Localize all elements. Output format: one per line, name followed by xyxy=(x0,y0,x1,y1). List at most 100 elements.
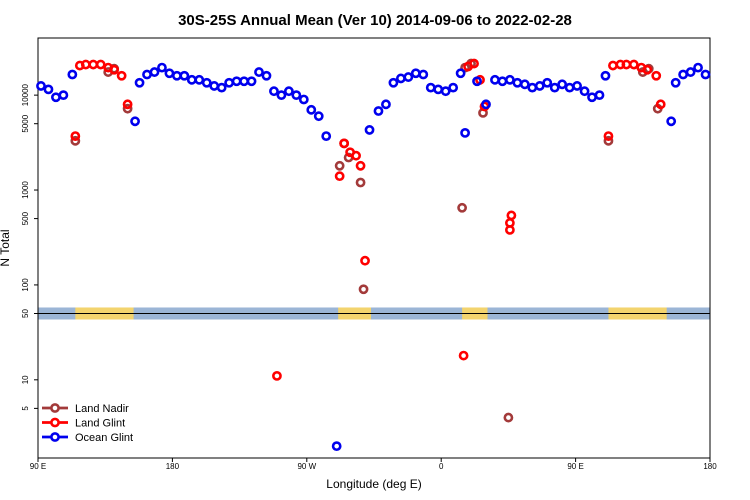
y-tick-label: 10 xyxy=(21,375,30,384)
data-point xyxy=(373,106,384,116)
data-point xyxy=(425,82,436,93)
data-point xyxy=(594,90,605,101)
data-point xyxy=(95,59,106,70)
y-tick-label: 500 xyxy=(21,211,30,225)
data-point xyxy=(209,81,220,91)
data-point xyxy=(469,58,479,69)
data-point xyxy=(628,59,639,70)
y-tick-label: 1000 xyxy=(21,181,30,199)
y-tick-label: 5 xyxy=(21,406,30,411)
data-point xyxy=(109,64,120,75)
data-point xyxy=(418,69,429,80)
data-point xyxy=(455,68,466,79)
data-point xyxy=(149,67,160,77)
data-point xyxy=(116,70,127,81)
data-point xyxy=(685,67,696,77)
y-tick-label: 10000 xyxy=(21,83,30,106)
data-point xyxy=(395,73,406,84)
data-point xyxy=(246,76,257,87)
data-point xyxy=(587,92,597,103)
data-point xyxy=(122,103,133,114)
data-point xyxy=(334,160,345,171)
x-axis: 90 E 180 90 W 0 90 E 180 xyxy=(30,458,717,471)
y-tick-label: 50 xyxy=(21,308,30,317)
data-point xyxy=(527,82,538,93)
data-point xyxy=(130,116,140,127)
data-point xyxy=(503,412,514,423)
data-point xyxy=(272,370,282,381)
data-point xyxy=(51,92,61,103)
data-point xyxy=(80,59,91,70)
data-point xyxy=(564,82,575,93)
data-point xyxy=(600,70,611,81)
data-point xyxy=(381,99,391,110)
x-axis-label: Longitude (deg E) xyxy=(326,477,421,491)
data-point xyxy=(693,62,703,73)
data-point xyxy=(88,59,99,70)
data-point xyxy=(58,90,69,101)
y-tick-label: 5000 xyxy=(21,114,30,132)
data-point xyxy=(642,64,653,75)
legend-marker xyxy=(50,432,60,442)
data-point xyxy=(481,99,491,110)
data-point xyxy=(542,77,553,88)
legend-marker xyxy=(50,417,60,428)
x-tick-label: 180 xyxy=(703,462,717,471)
data-points xyxy=(36,58,711,452)
data-point xyxy=(306,104,317,115)
data-point xyxy=(549,82,560,93)
legend: Land Nadir Land Glint Ocean Glint xyxy=(42,403,133,444)
x-tick-label: 180 xyxy=(166,462,180,471)
data-point xyxy=(122,99,133,110)
data-point xyxy=(334,171,345,182)
data-point xyxy=(410,68,421,79)
data-point xyxy=(231,76,242,87)
series-land-nadir xyxy=(70,58,663,423)
plot-frame xyxy=(37,37,711,459)
data-point xyxy=(239,76,249,87)
data-point xyxy=(261,70,272,81)
data-point xyxy=(254,67,264,77)
data-point xyxy=(700,69,711,80)
series-ocean-glint xyxy=(36,62,711,452)
data-point xyxy=(313,111,324,122)
x-tick-label: 90 W xyxy=(297,462,316,471)
data-point xyxy=(506,210,517,221)
data-point xyxy=(655,99,666,110)
data-point xyxy=(670,77,681,88)
data-point xyxy=(519,79,530,90)
y-tick-label: 100 xyxy=(21,278,30,292)
legend-label: Land Glint xyxy=(75,418,125,430)
data-point xyxy=(157,62,167,73)
data-point xyxy=(224,77,235,88)
data-point xyxy=(70,135,81,146)
data-point xyxy=(283,86,294,97)
legend-label: Land Nadir xyxy=(75,403,129,415)
data-point xyxy=(621,59,632,70)
data-point xyxy=(651,70,662,81)
data-point xyxy=(355,177,366,188)
data-point xyxy=(504,74,515,85)
data-point xyxy=(364,125,375,135)
data-point xyxy=(164,68,175,79)
data-point xyxy=(603,135,614,146)
data-point xyxy=(171,70,182,81)
data-point xyxy=(43,84,54,95)
data-point xyxy=(512,77,523,88)
data-point xyxy=(534,81,545,91)
data-point xyxy=(360,255,370,266)
data-point xyxy=(678,69,689,80)
legend-label: Ocean Glint xyxy=(75,432,133,444)
series-land-glint xyxy=(70,58,666,381)
x-tick-label: 90 E xyxy=(567,462,583,471)
data-point xyxy=(403,72,414,82)
data-point xyxy=(504,218,515,228)
data-point xyxy=(579,86,590,97)
land-water-band xyxy=(38,307,710,320)
data-point xyxy=(134,77,145,88)
data-point xyxy=(497,76,508,87)
data-point xyxy=(142,69,152,80)
data-point xyxy=(298,94,309,105)
data-point xyxy=(216,82,227,93)
x-tick-label: 0 xyxy=(439,462,444,471)
